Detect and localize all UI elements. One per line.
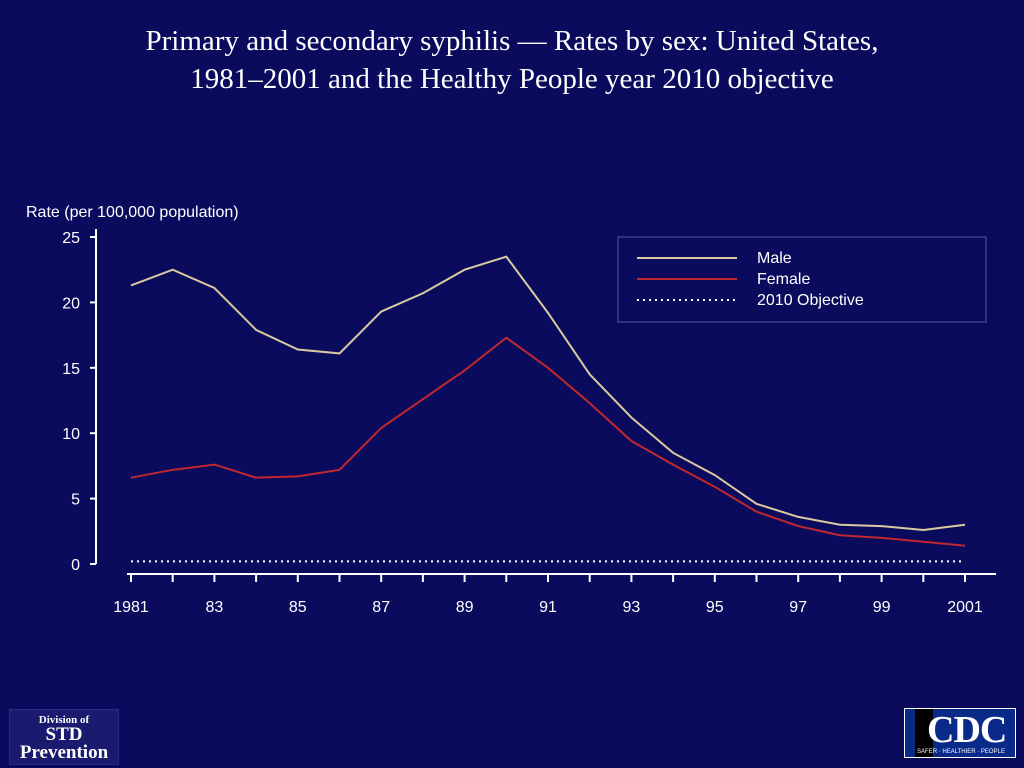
std-prevention-logo: Division of STD Prevention xyxy=(9,709,119,765)
x-tick-label: 93 xyxy=(623,599,641,616)
legend: Male Female 2010 Objective xyxy=(617,236,987,323)
x-tick-label: 2001 xyxy=(947,599,983,616)
legend-label: 2010 Objective xyxy=(757,292,864,309)
y-tick-label: 20 xyxy=(62,295,80,312)
y-tick-label: 10 xyxy=(62,426,80,443)
y-tick-label: 5 xyxy=(71,492,80,509)
x-tick-label: 95 xyxy=(706,599,724,616)
std-logo-line-2: STD xyxy=(45,724,83,745)
std-logo-line-3: Prevention xyxy=(19,742,109,763)
x-tick-label: 99 xyxy=(873,599,891,616)
line-chart: Rate (per 100,000 population) 0 5 10 15 20 25… xyxy=(26,204,996,616)
legend-label: Male xyxy=(757,250,792,267)
x-axis: 1981 83 85 87 89 91 93 95 97 99 2001 xyxy=(113,573,996,616)
x-tick-label: 87 xyxy=(372,599,390,616)
x-tick-label: 91 xyxy=(539,599,557,616)
plot-series xyxy=(130,255,966,563)
x-tick-label: 89 xyxy=(456,599,474,616)
series-line-male xyxy=(130,255,966,531)
cdc-logo-tagline: SAFER · HEALTHIER · PEOPLE xyxy=(917,749,1005,755)
x-tick-label: 83 xyxy=(206,599,224,616)
cdc-logo-text: CDC xyxy=(927,709,1007,751)
x-tick-label: 85 xyxy=(289,599,307,616)
chart-title-line-2: 1981–2001 and the Healthy People year 20… xyxy=(190,63,834,95)
chart-title: Primary and secondary syphilis — Rates b… xyxy=(0,22,1024,98)
cdc-logo-mark-icon xyxy=(915,709,933,757)
legend-box xyxy=(617,236,987,323)
legend-label: Female xyxy=(757,271,810,288)
x-tick-label: 1981 xyxy=(113,599,149,616)
y-tick-label: 15 xyxy=(62,361,80,378)
series-line-female xyxy=(130,336,966,547)
y-tick-label: 0 xyxy=(71,557,80,574)
chart-title-line-1: Primary and secondary syphilis — Rates b… xyxy=(145,25,879,57)
std-logo-line-1: Division of xyxy=(38,714,90,726)
y-axis-label: Rate (per 100,000 population) xyxy=(26,204,239,221)
y-axis: 0 5 10 15 20 25 xyxy=(62,229,97,574)
y-tick-label: 25 xyxy=(62,230,80,247)
cdc-logo: CDC SAFER · HEALTHIER · PEOPLE xyxy=(904,708,1016,758)
x-tick-label: 97 xyxy=(789,599,807,616)
